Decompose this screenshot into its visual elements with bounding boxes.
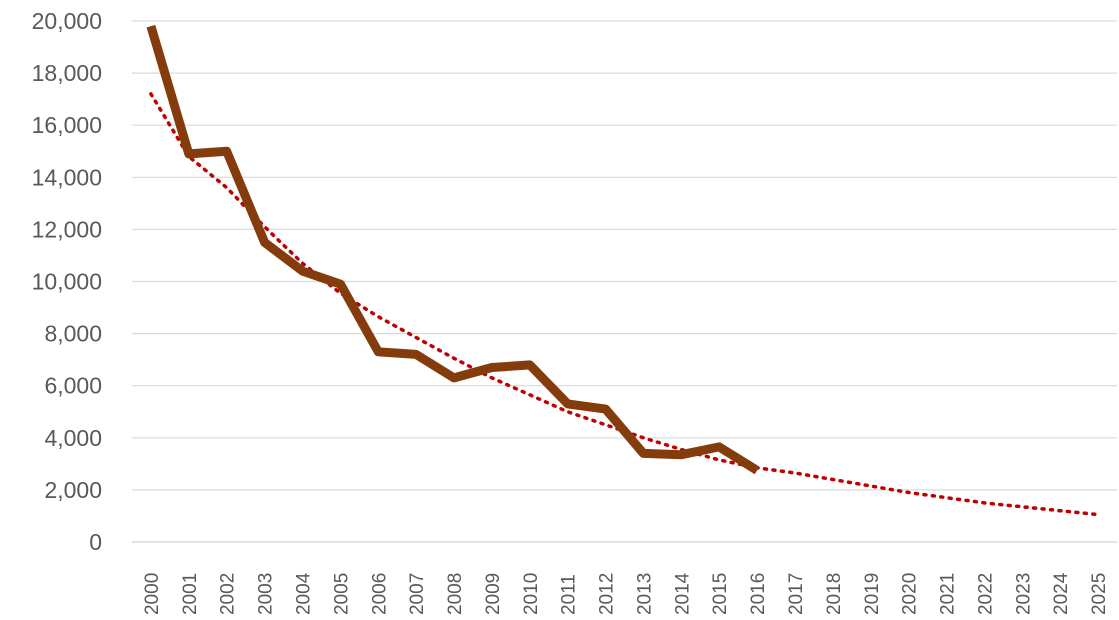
y-tick-label: 20,000	[32, 8, 102, 34]
data-series-line	[146, 24, 760, 475]
x-tick-label: 2007	[407, 573, 428, 615]
y-tick-label: 14,000	[32, 164, 102, 190]
x-tick-label: 2016	[748, 573, 769, 615]
trendline-series	[149, 92, 1100, 517]
y-tick-label: 0	[89, 529, 102, 555]
x-tick-label: 2009	[483, 573, 504, 615]
x-tick-label: 2012	[597, 573, 618, 615]
x-tick-label: 2023	[1013, 573, 1034, 615]
x-tick-label: 2025	[1089, 573, 1110, 615]
x-tick-label: 2001	[180, 573, 201, 615]
y-tick-label: 10,000	[32, 269, 102, 295]
y-tick-label: 2,000	[44, 477, 102, 503]
x-tick-label: 2011	[559, 574, 580, 615]
x-tick-label: 2008	[445, 573, 466, 615]
x-axis-ticks: 2000 2001 2002 2003 2004 2005 2006 2007 2008 2009…	[142, 572, 1110, 615]
x-tick-label: 2015	[710, 573, 731, 615]
y-tick-label: 6,000	[44, 373, 102, 399]
x-tick-label: 2017	[786, 573, 807, 615]
y-tick-label: 18,000	[32, 60, 102, 86]
x-tick-label: 2006	[369, 573, 390, 615]
x-tick-label: 2002	[218, 573, 239, 615]
y-tick-label: 12,000	[32, 216, 102, 242]
x-tick-label: 2004	[293, 572, 314, 615]
gridlines	[132, 20, 1117, 543]
x-tick-label: 2014	[672, 572, 693, 615]
x-tick-label: 2021	[938, 573, 959, 615]
series-lines	[146, 24, 1100, 517]
x-tick-label: 2024	[1051, 572, 1072, 615]
x-tick-label: 2018	[824, 573, 845, 615]
x-tick-label: 2020	[900, 573, 921, 615]
x-tick-label: 2000	[142, 573, 163, 615]
x-tick-label: 2013	[634, 573, 655, 615]
y-tick-label: 4,000	[44, 425, 102, 451]
x-tick-label: 2010	[521, 573, 542, 615]
x-tick-label: 2003	[256, 573, 277, 615]
x-tick-label: 2019	[862, 573, 883, 615]
x-tick-label: 2005	[331, 573, 352, 615]
y-axis-ticks: 0 2,000 4,000 6,000 8,000 10,000 12,000 14,000 1…	[32, 8, 102, 555]
y-tick-label: 16,000	[32, 112, 102, 138]
y-tick-label: 8,000	[44, 321, 102, 347]
x-tick-label: 2022	[975, 573, 996, 615]
